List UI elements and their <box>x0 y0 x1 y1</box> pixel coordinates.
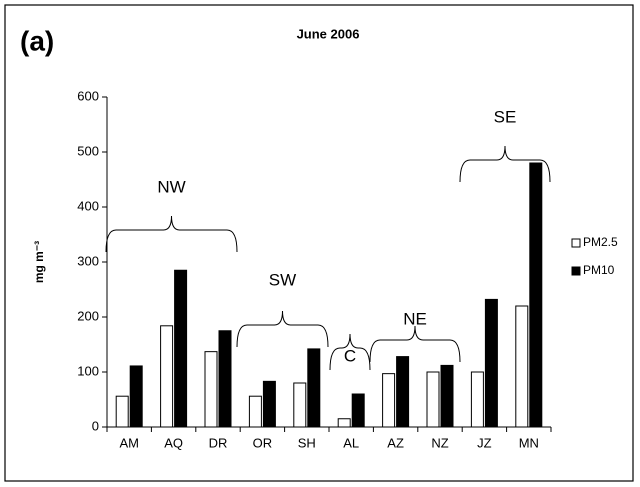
x-tick-label: MN <box>519 435 539 450</box>
bar <box>515 305 529 428</box>
x-tick-label: AQ <box>164 435 183 450</box>
bar <box>204 351 218 428</box>
y-tick-label: 400 <box>77 198 99 213</box>
bar <box>307 348 321 428</box>
y-tick-label: 100 <box>77 363 99 378</box>
bar <box>426 371 440 428</box>
x-tick-label: DR <box>209 435 228 450</box>
bar <box>293 382 307 428</box>
bar <box>218 330 232 428</box>
annotation: NE <box>403 309 427 328</box>
bar <box>115 395 129 428</box>
y-tick-label: 600 <box>77 88 99 103</box>
legend-label: PM2.5 <box>583 235 618 249</box>
bar <box>470 371 484 428</box>
bar <box>248 395 262 428</box>
bar <box>129 365 143 428</box>
x-tick-label: OR <box>253 435 273 450</box>
annotation: SW <box>269 270 296 289</box>
brace <box>369 325 461 363</box>
bar <box>174 269 188 428</box>
bar <box>484 298 498 428</box>
bar <box>351 393 365 428</box>
bar <box>382 373 396 428</box>
y-tick-label: 500 <box>77 143 99 158</box>
brace <box>329 333 371 371</box>
annotation: C <box>344 346 356 365</box>
x-tick-label: AZ <box>387 435 404 450</box>
y-axis-label: mg m⁻³ <box>32 241 46 283</box>
bar <box>337 418 351 428</box>
legend-label: PM10 <box>583 263 615 277</box>
bar <box>396 356 410 428</box>
bar <box>440 364 454 428</box>
annotation: SE <box>494 107 517 126</box>
x-tick-label: JZ <box>477 435 492 450</box>
panel-label: (a) <box>20 25 54 56</box>
legend-swatch <box>571 266 581 276</box>
brace <box>459 145 551 183</box>
annotation: NW <box>157 177 185 196</box>
bar <box>529 162 543 428</box>
y-tick-label: 0 <box>92 418 99 433</box>
y-tick-label: 300 <box>77 253 99 268</box>
x-tick-label: NZ <box>431 435 448 450</box>
x-tick-label: AL <box>343 435 359 450</box>
bar <box>262 380 276 428</box>
chart-title: June 2006 <box>297 26 360 41</box>
brace <box>105 215 238 253</box>
brace <box>236 310 329 348</box>
bar <box>160 325 174 428</box>
frame <box>4 4 634 482</box>
legend-swatch <box>571 238 581 248</box>
x-tick-label: SH <box>298 435 316 450</box>
x-tick-label: AM <box>119 435 139 450</box>
y-tick-label: 200 <box>77 308 99 323</box>
